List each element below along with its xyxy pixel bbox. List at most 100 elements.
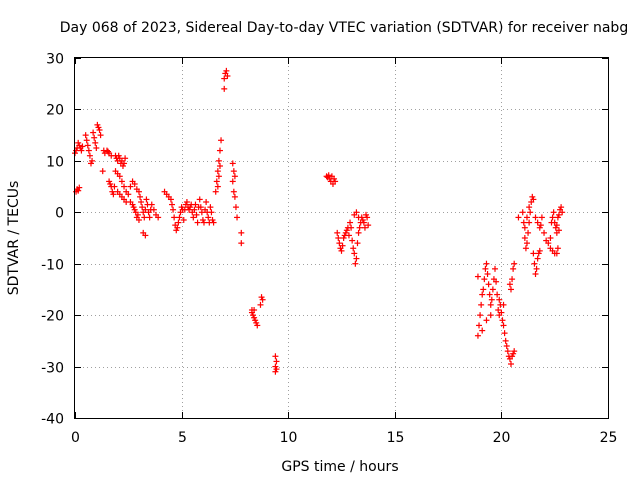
data-point — [83, 137, 90, 144]
data-point — [356, 224, 363, 231]
y-tick-labels: -40 -30 -20 -10 0 10 20 30 — [41, 52, 64, 428]
data-point — [214, 183, 221, 190]
data-point — [273, 358, 280, 365]
data-point — [534, 219, 541, 226]
data-point — [532, 271, 539, 277]
data-point — [134, 211, 141, 218]
data-point — [541, 229, 548, 236]
data-point — [332, 178, 339, 185]
data-point — [91, 134, 98, 141]
y-tick-label: -10 — [41, 258, 64, 274]
data-point — [488, 296, 495, 303]
data-point — [194, 219, 201, 226]
data-point — [116, 173, 123, 180]
data-point — [526, 219, 533, 226]
data-point — [210, 219, 217, 226]
x-tick-label: 5 — [178, 430, 187, 446]
data-point — [525, 229, 532, 236]
data-point — [559, 209, 566, 216]
data-point — [335, 235, 342, 241]
data-point — [175, 219, 182, 226]
data-point — [503, 343, 510, 349]
data-point — [111, 183, 118, 190]
x-tick-label: 25 — [600, 430, 618, 446]
data-point — [506, 281, 513, 288]
data-point — [345, 232, 352, 239]
data-point — [499, 317, 506, 324]
data-point — [523, 214, 530, 221]
data-point — [121, 183, 128, 190]
data-point — [501, 330, 508, 337]
data-point — [238, 229, 245, 236]
data-point — [254, 322, 261, 329]
data-point — [492, 265, 499, 272]
data-point — [365, 222, 372, 229]
data-point — [272, 368, 279, 375]
data-point — [482, 265, 489, 272]
data-point — [171, 214, 178, 221]
data-point — [355, 229, 362, 236]
data-point — [155, 214, 162, 221]
data-point — [234, 214, 241, 221]
data-point — [352, 260, 359, 267]
data-point — [531, 260, 538, 267]
data-point — [538, 214, 545, 221]
data-point — [523, 240, 530, 247]
data-point — [334, 229, 341, 236]
data-point — [478, 301, 485, 308]
data-point — [121, 160, 128, 167]
data-point — [364, 214, 371, 221]
data-point — [131, 181, 138, 187]
data-point — [550, 209, 557, 216]
data-point — [203, 199, 210, 205]
data-point — [223, 67, 230, 74]
data-point — [484, 271, 491, 277]
data-point — [93, 145, 100, 151]
data-point — [510, 265, 517, 272]
data-point — [338, 247, 345, 254]
data-point — [553, 222, 560, 229]
data-point — [214, 168, 221, 175]
data-point — [353, 209, 360, 216]
data-point — [257, 301, 264, 308]
data-point — [493, 278, 500, 285]
data-point — [504, 348, 511, 355]
data-point — [487, 312, 494, 319]
data-point — [351, 250, 358, 257]
data-point — [355, 214, 362, 221]
data-point — [125, 191, 132, 198]
data-point — [190, 214, 197, 221]
data-point — [183, 199, 190, 205]
data-point — [536, 247, 543, 254]
data-point — [530, 196, 537, 203]
data-point — [495, 307, 502, 313]
data-point — [135, 188, 142, 195]
chart-title: Day 068 of 2023, Sidereal Day-to-day VTE… — [60, 20, 628, 36]
y-tick-label: 30 — [46, 52, 64, 68]
data-point — [558, 204, 565, 211]
data-point — [198, 209, 205, 216]
data-point — [360, 219, 367, 226]
data-point — [339, 242, 346, 249]
data-point — [532, 214, 539, 221]
data-point — [547, 245, 554, 252]
data-point — [511, 260, 518, 267]
data-point — [507, 361, 514, 367]
data-point — [208, 209, 215, 216]
data-point — [170, 206, 177, 213]
data-point — [474, 332, 481, 339]
data-point — [479, 291, 486, 298]
data-point — [79, 143, 86, 150]
data-point — [76, 184, 83, 191]
data-point — [485, 281, 492, 288]
data-point — [216, 163, 223, 169]
plot-frame — [74, 57, 609, 419]
data-point — [519, 209, 526, 216]
x-tick-label: 10 — [280, 430, 298, 446]
x-tick-label: 15 — [387, 430, 405, 446]
data-point — [509, 276, 516, 283]
data-point — [476, 322, 483, 329]
data-point — [480, 286, 487, 293]
data-point — [348, 224, 355, 231]
data-point — [148, 201, 155, 208]
